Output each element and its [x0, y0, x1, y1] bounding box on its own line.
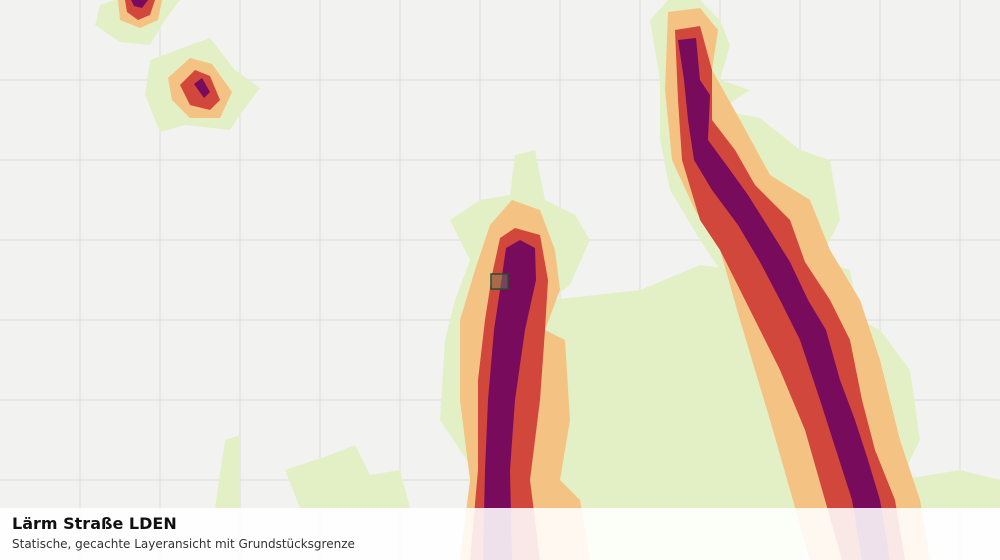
- caption-bar: Lärm Straße LDEN Statische, gecachte Lay…: [0, 508, 1000, 560]
- caption-title: Lärm Straße LDEN: [12, 514, 177, 533]
- noise-level-very-high: [131, 0, 890, 560]
- caption-subtitle: Statische, gecachte Layeransicht mit Gru…: [12, 537, 355, 551]
- parcel-boundary: [490, 273, 509, 290]
